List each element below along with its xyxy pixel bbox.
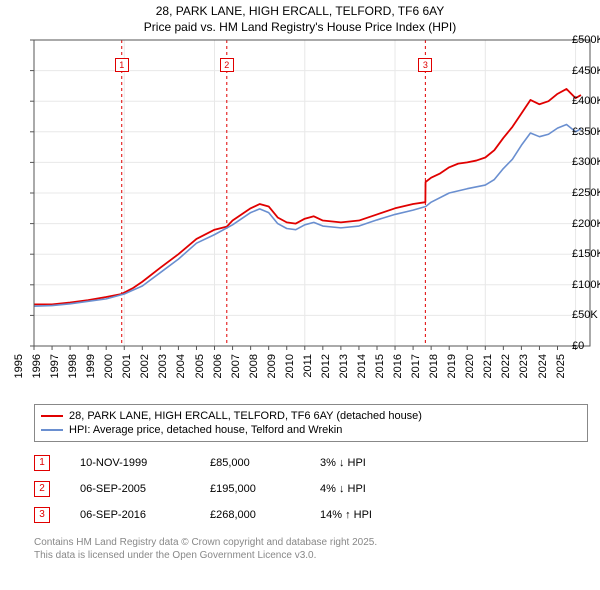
y-tick-label: £100K bbox=[572, 279, 600, 291]
chart-svg bbox=[0, 36, 600, 396]
transaction-delta: 14% ↑ HPI bbox=[320, 509, 440, 521]
y-tick-label: £200K bbox=[572, 218, 600, 230]
footer-line-2: This data is licensed under the Open Gov… bbox=[34, 549, 377, 562]
transaction-delta: 3% ↓ HPI bbox=[320, 457, 440, 469]
x-tick-label: 2025 bbox=[555, 354, 597, 378]
y-tick-label: £0 bbox=[572, 340, 600, 352]
transaction-row: 3 06-SEP-2016£268,00014% ↑ HPI bbox=[34, 502, 440, 528]
attribution-footer: Contains HM Land Registry data © Crown c… bbox=[34, 536, 377, 562]
y-tick-label: £50K bbox=[572, 309, 600, 321]
transaction-row: 1 10-NOV-1999£85,0003% ↓ HPI bbox=[34, 450, 440, 476]
y-tick-label: £400K bbox=[572, 95, 600, 107]
transaction-date: 06-SEP-2016 bbox=[80, 509, 210, 521]
sale-marker: 2 bbox=[220, 58, 234, 72]
legend-item: 28, PARK LANE, HIGH ERCALL, TELFORD, TF6… bbox=[41, 409, 581, 423]
legend-swatch bbox=[41, 429, 63, 431]
transaction-price: £85,000 bbox=[210, 457, 320, 469]
chart-title: 28, PARK LANE, HIGH ERCALL, TELFORD, TF6… bbox=[0, 0, 600, 35]
y-tick-label: £350K bbox=[572, 126, 600, 138]
legend-item: HPI: Average price, detached house, Telf… bbox=[41, 423, 581, 437]
chart-area: £0 £50K £100K £150K £200K £250K £300K £350K £400… bbox=[0, 36, 600, 396]
y-tick-label: £450K bbox=[572, 65, 600, 77]
y-tick-label: £300K bbox=[572, 156, 600, 168]
transaction-table: 110-NOV-1999£85,0003% ↓ HPI206-SEP-2005£… bbox=[34, 450, 440, 528]
sale-marker: 3 bbox=[418, 58, 432, 72]
y-tick-label: £500K bbox=[572, 34, 600, 46]
transaction-date: 06-SEP-2005 bbox=[80, 483, 210, 495]
title-line-1: 28, PARK LANE, HIGH ERCALL, TELFORD, TF6… bbox=[0, 4, 600, 20]
transaction-marker: 3 bbox=[34, 507, 50, 523]
title-line-2: Price paid vs. HM Land Registry's House … bbox=[0, 20, 600, 36]
legend-label: 28, PARK LANE, HIGH ERCALL, TELFORD, TF6… bbox=[69, 410, 422, 422]
transaction-price: £268,000 bbox=[210, 509, 320, 521]
transaction-row: 2 06-SEP-2005£195,0004% ↓ HPI bbox=[34, 476, 440, 502]
transaction-date: 10-NOV-1999 bbox=[80, 457, 210, 469]
transaction-marker: 2 bbox=[34, 481, 50, 497]
transaction-price: £195,000 bbox=[210, 483, 320, 495]
footer-line-1: Contains HM Land Registry data © Crown c… bbox=[34, 536, 377, 549]
legend-swatch bbox=[41, 415, 63, 417]
sale-marker: 1 bbox=[115, 58, 129, 72]
y-tick-label: £150K bbox=[572, 248, 600, 260]
y-tick-label: £250K bbox=[572, 187, 600, 199]
transaction-delta: 4% ↓ HPI bbox=[320, 483, 440, 495]
transaction-marker: 1 bbox=[34, 455, 50, 471]
legend: 28, PARK LANE, HIGH ERCALL, TELFORD, TF6… bbox=[34, 404, 588, 442]
legend-label: HPI: Average price, detached house, Telf… bbox=[69, 424, 342, 436]
chart-container: 28, PARK LANE, HIGH ERCALL, TELFORD, TF6… bbox=[0, 0, 600, 590]
